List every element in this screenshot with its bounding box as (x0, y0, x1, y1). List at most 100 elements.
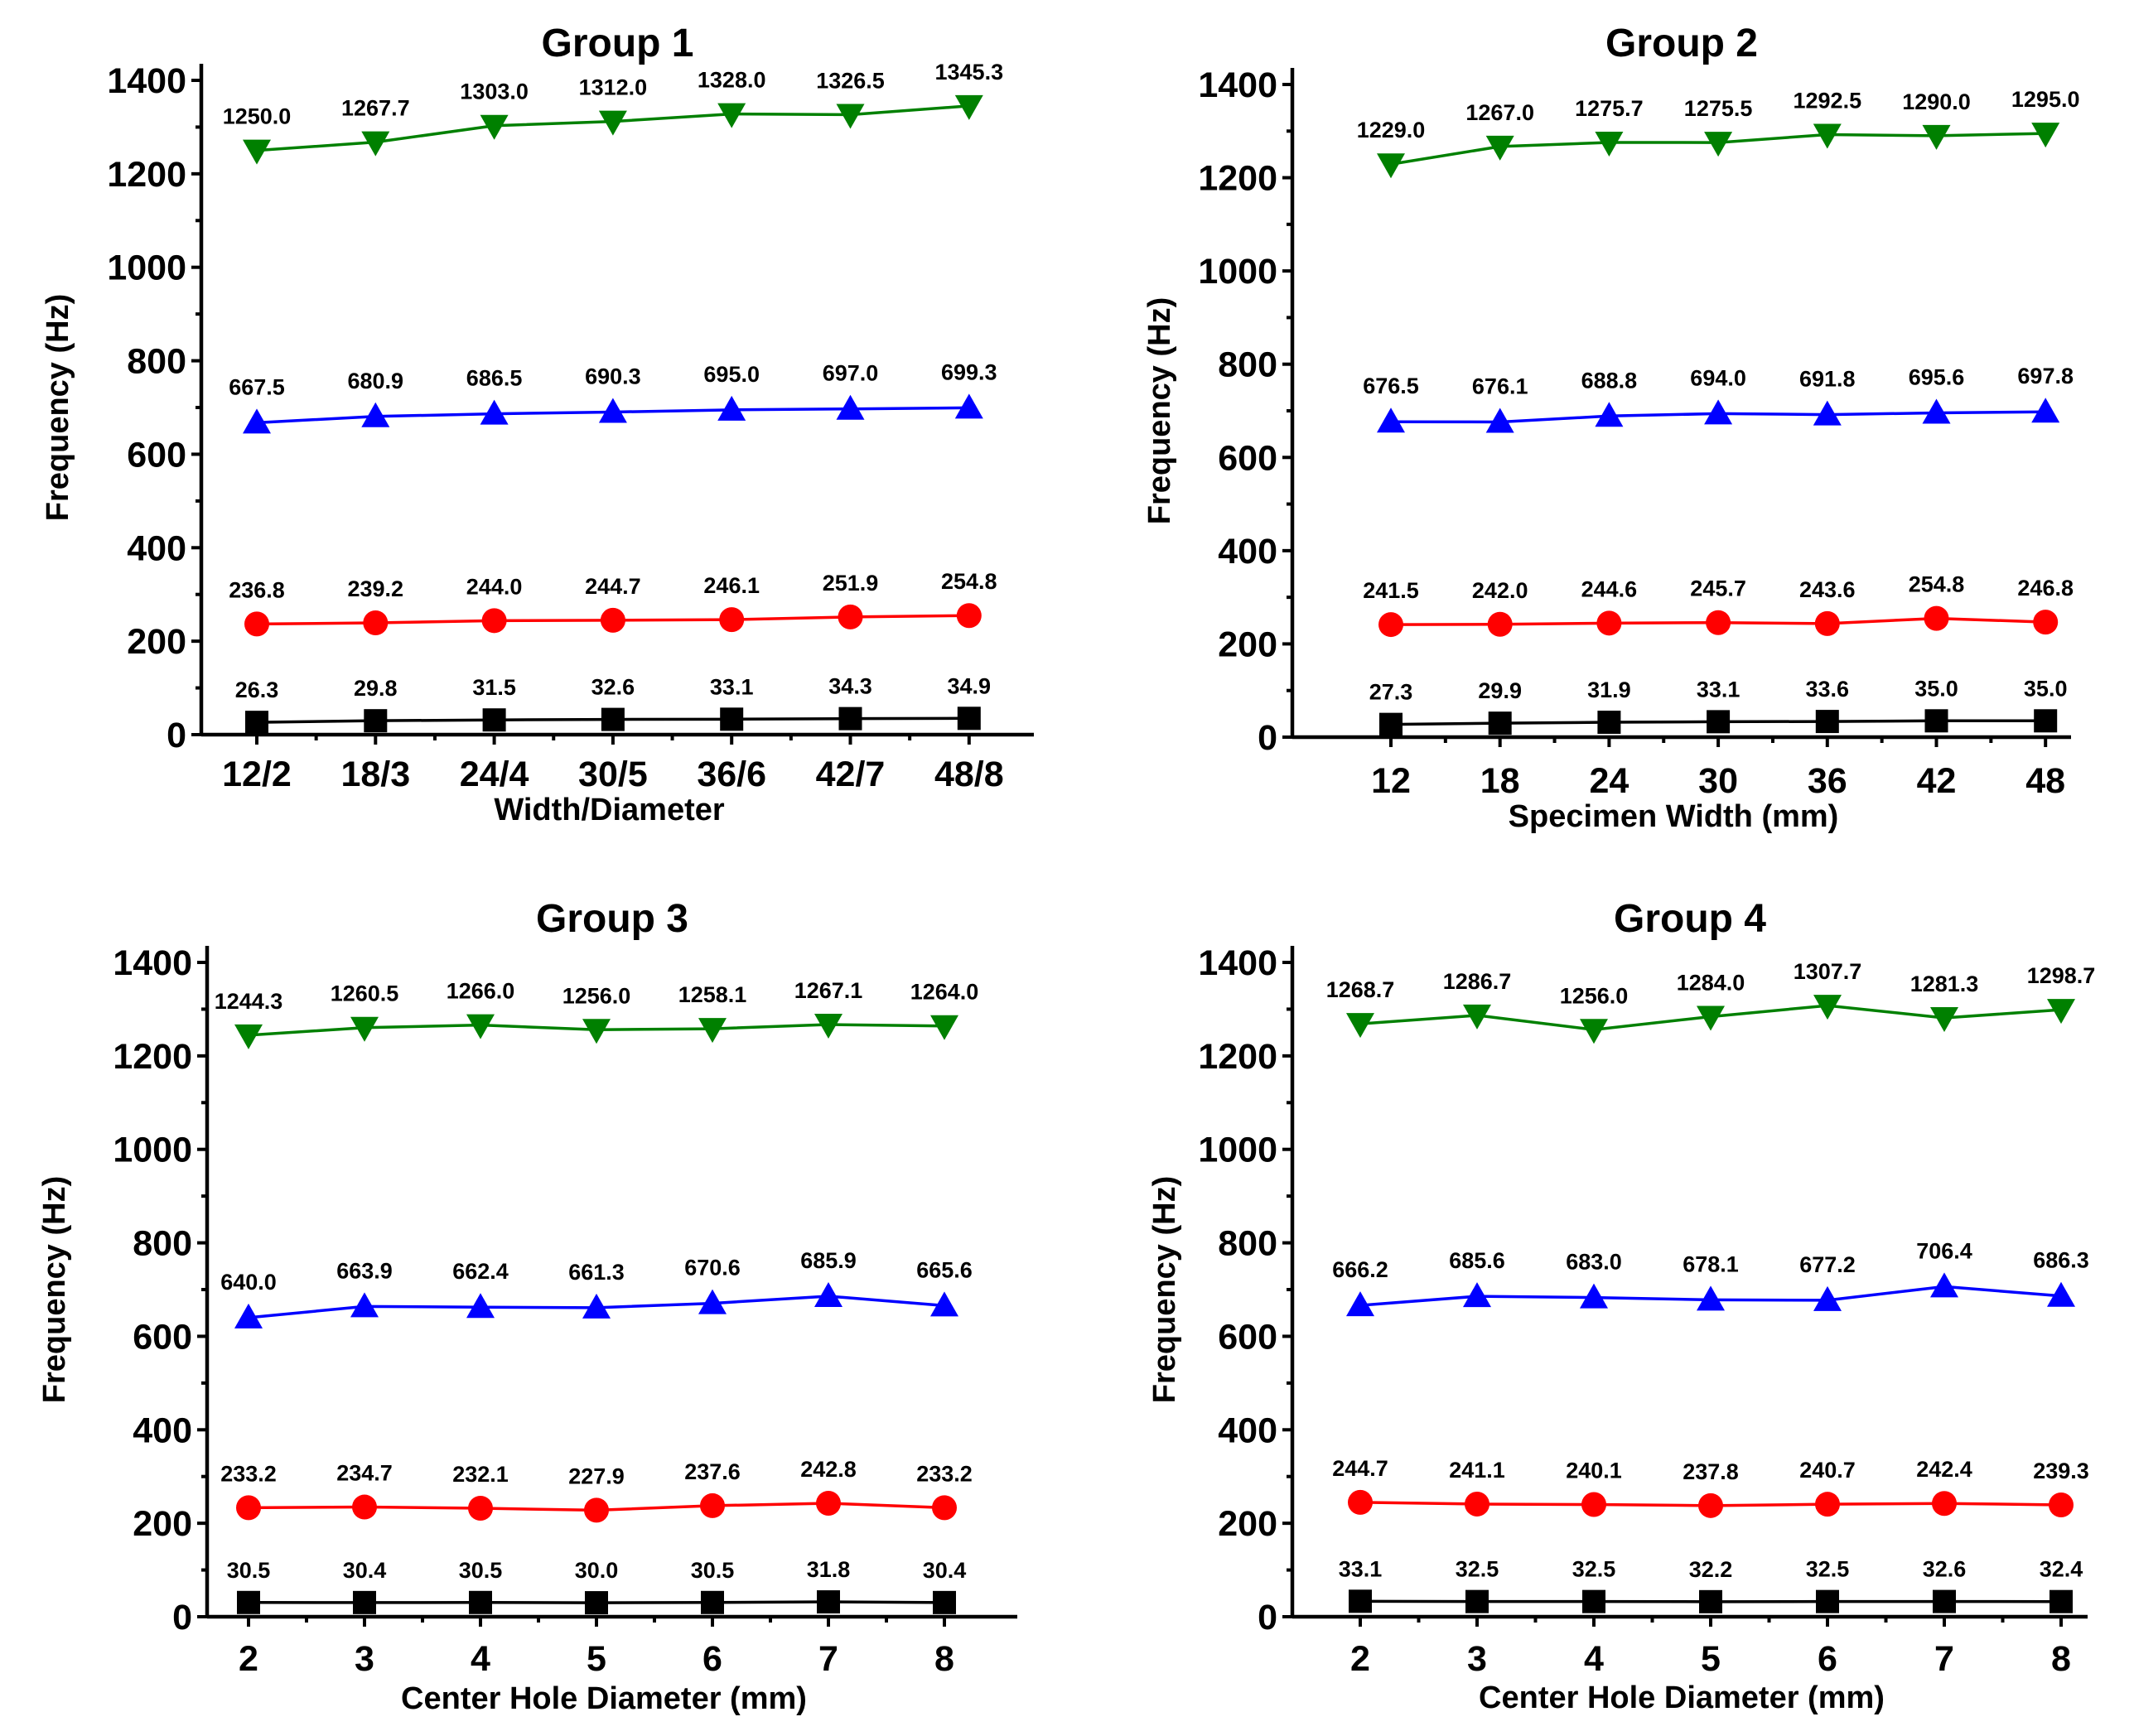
chart-title: Group 2 (1605, 22, 1758, 65)
data-label: 243.6 (1799, 577, 1856, 602)
x-tick-label: 3 (1467, 1639, 1487, 1679)
data-point (1699, 1589, 1722, 1613)
x-tick-label: 7 (1934, 1639, 1954, 1679)
data-label: 686.5 (466, 366, 523, 391)
data-label: 239.3 (2033, 1459, 2089, 1483)
data-label: 242.0 (1472, 578, 1528, 603)
series-mode-2: 236.8 239.2 244.0 244.7 246.1 251.9 254.8 (229, 569, 997, 637)
series-mode-3: 667.5 680.9 686.5 690.3 695.0 697.0 699.3 (229, 359, 997, 434)
data-label: 32.5 (1572, 1557, 1616, 1582)
series-mode-1: 26.3 29.8 31.5 32.6 33.1 34.3 34.9 (235, 673, 992, 735)
data-point (1582, 1589, 1605, 1613)
data-point (1813, 1285, 1842, 1311)
data-point (234, 1024, 263, 1049)
y-tick-label: 1000 (113, 1131, 192, 1170)
data-point (954, 393, 983, 419)
data-label: 666.2 (1332, 1257, 1388, 1282)
data-point (1485, 407, 1514, 433)
x-tick-label: 2 (1350, 1639, 1370, 1679)
y-tick-label: 800 (1218, 1224, 1277, 1264)
data-label: 32.6 (1923, 1557, 1967, 1582)
data-point (236, 1495, 261, 1521)
series-mode-2: 233.2 234.7 232.1 227.9 237.6 242.8 233.2 (220, 1457, 973, 1523)
data-label: 234.7 (336, 1461, 393, 1486)
y-tick-label: 1200 (1198, 1037, 1277, 1077)
series-mode-4: 1244.3 1260.5 1266.0 1256.0 1258.1 1267.1 1264… (215, 978, 978, 1049)
data-label: 242.4 (1916, 1457, 1972, 1482)
data-label: 662.4 (452, 1259, 509, 1284)
data-label: 691.8 (1799, 367, 1856, 392)
data-point (1930, 1272, 1958, 1298)
y-tick-label: 0 (167, 716, 186, 755)
data-point (1704, 132, 1733, 157)
data-label: 661.3 (568, 1260, 625, 1285)
data-label: 685.6 (1449, 1248, 1505, 1273)
y-tick-label: 0 (1258, 718, 1277, 758)
x-tick-label: 8 (2051, 1639, 2071, 1679)
data-label: 1345.3 (935, 60, 1004, 84)
data-label: 32.2 (1689, 1557, 1733, 1582)
data-label: 1260.5 (331, 981, 399, 1006)
data-label: 241.1 (1449, 1458, 1505, 1483)
data-point (598, 398, 627, 423)
x-tick-label: 30 (1698, 761, 1738, 801)
chart-title: Group 3 (536, 897, 688, 941)
data-point (838, 706, 862, 731)
data-point (2047, 999, 2075, 1025)
data-label: 244.7 (1332, 1456, 1388, 1481)
data-label: 683.0 (1566, 1250, 1622, 1275)
data-label: 686.3 (2033, 1248, 2089, 1273)
data-label: 1229.0 (1357, 118, 1426, 142)
data-label: 1298.7 (2027, 963, 2096, 988)
y-axis-title: Frequency (Hz) (1142, 297, 1177, 524)
data-label: 1256.0 (1560, 983, 1629, 1008)
data-point (1815, 1492, 1840, 1517)
data-label: 32.4 (2040, 1557, 2083, 1582)
data-label: 246.8 (2017, 576, 2074, 600)
x-tick-label: 3 (355, 1639, 374, 1679)
data-point (2031, 398, 2060, 423)
x-tick-label: 5 (587, 1639, 606, 1679)
data-point (1697, 1005, 1725, 1031)
data-point (930, 1291, 958, 1317)
data-point (1485, 135, 1514, 161)
series-mode-2: 244.7 241.1 240.1 237.8 240.7 242.4 239.3 (1332, 1456, 2089, 1518)
data-point (1813, 400, 1842, 426)
data-label: 1281.3 (1910, 972, 1979, 996)
data-label: 254.8 (941, 569, 997, 594)
data-label: 665.6 (916, 1257, 973, 1282)
data-label: 1328.0 (698, 68, 766, 93)
chart-title: Group 1 (541, 22, 693, 65)
y-tick-label: 1000 (1198, 252, 1277, 292)
data-point (836, 104, 865, 129)
x-tick-label: 5 (1701, 1639, 1721, 1679)
series-mode-3: 666.2 685.6 683.0 678.1 677.2 706.4 686.3 (1332, 1238, 2089, 1317)
data-point (1595, 402, 1624, 427)
data-point (1707, 710, 1731, 734)
data-label: 694.0 (1690, 365, 1746, 390)
x-tick-label: 2 (239, 1639, 258, 1679)
y-tick-label: 400 (133, 1410, 192, 1450)
data-point (1922, 398, 1951, 424)
y-tick-label: 1400 (107, 61, 186, 101)
data-label: 34.9 (948, 673, 992, 698)
data-point (701, 1590, 724, 1614)
data-label: 688.8 (1581, 368, 1638, 393)
x-tick-label: 36 (1808, 761, 1847, 801)
data-label: 35.0 (1914, 676, 1958, 701)
data-label: 1326.5 (816, 68, 885, 93)
chart-panel-3: Group 3 0 200 400 600 800 1000 1200 1400 2 3 4 5 6 7 8 C… (37, 897, 1017, 1716)
data-point (1378, 612, 1403, 638)
data-label: 245.7 (1690, 576, 1746, 601)
data-label: 670.6 (684, 1256, 741, 1280)
data-label: 236.8 (229, 577, 285, 602)
data-label: 32.5 (1456, 1557, 1499, 1582)
data-point (1348, 1489, 1373, 1515)
data-point (1932, 1491, 1957, 1517)
data-point (1377, 407, 1405, 433)
data-point (817, 1590, 840, 1614)
y-axis-title: Frequency (Hz) (37, 1176, 72, 1403)
data-label: 1258.1 (678, 982, 747, 1007)
y-tick-label: 1400 (1198, 943, 1277, 983)
